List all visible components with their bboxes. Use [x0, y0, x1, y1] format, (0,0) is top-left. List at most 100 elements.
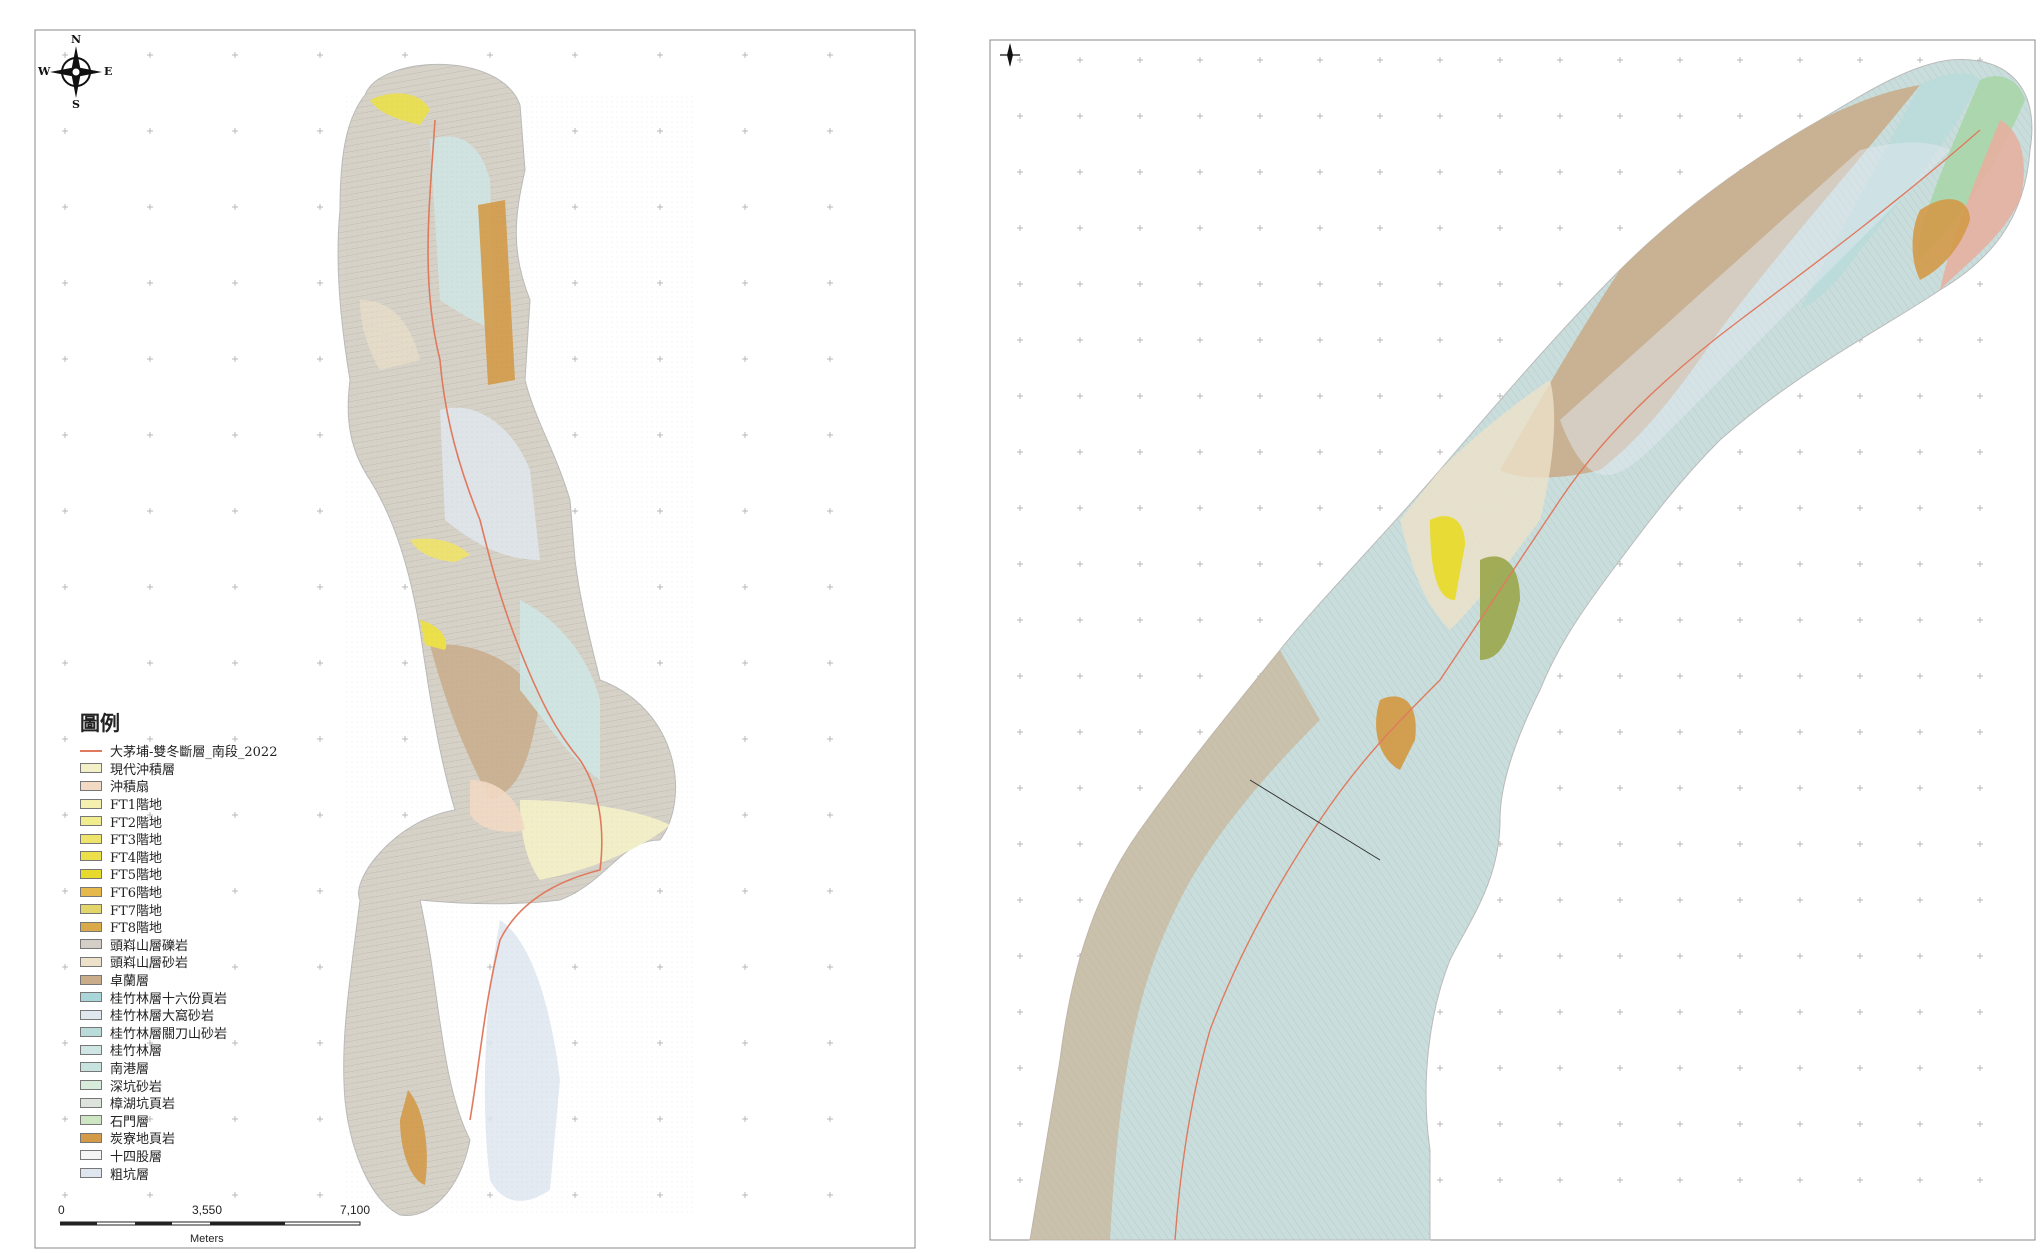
legend-label: 南港層	[110, 1061, 150, 1077]
legend-item: 卓蘭層	[80, 971, 410, 989]
legend-color-swatch	[80, 851, 102, 862]
legend-color-swatch	[80, 868, 102, 879]
legend-color-swatch	[80, 1097, 102, 1108]
olive-area	[1480, 556, 1520, 660]
compass-n-label: N	[71, 33, 82, 46]
legend-color-swatch	[80, 974, 102, 985]
legend-color-swatch	[80, 816, 102, 827]
legend-label: 沖積扇	[110, 780, 150, 796]
compass-s-label: S	[72, 98, 80, 111]
zhuolan-south-area	[1030, 650, 1320, 1240]
legend-items: 大茅埔-雙冬斷層_南段_2022 現代沖積層 沖積扇 FT1階地 FT2階地 FT3階地 F…	[80, 742, 410, 1183]
legend-color-swatch	[80, 1132, 102, 1143]
right-map-canvas	[989, 39, 2036, 1241]
legend-label: FT5階地	[110, 868, 162, 884]
scale-label-mid: 3,550	[192, 1203, 223, 1217]
compass-e-label: E	[104, 65, 113, 78]
terrace-yellow-area	[1430, 516, 1465, 600]
north-arrow-icon	[1000, 43, 1020, 67]
map-frame	[989, 39, 2036, 1241]
legend-color-swatch	[80, 1027, 102, 1038]
legend-label: FT3階地	[110, 833, 162, 849]
legend-color-swatch	[80, 1062, 102, 1073]
left-geologic-map: N S E W 圖例 大茅埔-雙冬斷層_南段_2022 現代沖積層 沖積扇 FT1階地…	[0, 0, 950, 1253]
map-frame	[34, 29, 916, 1249]
legend-item: FT8階地	[80, 918, 410, 936]
left-map-canvas	[34, 29, 916, 1249]
legend-item: 現代沖積層	[80, 760, 410, 778]
legend-label: 桂竹林層關刀山砂岩	[110, 1026, 228, 1042]
legend-label: 十四股層	[110, 1149, 163, 1165]
zhuolan-area	[1500, 85, 1920, 478]
legend-label: 深坑砂岩	[110, 1079, 163, 1095]
legend-color-swatch	[80, 1168, 102, 1179]
legend-item: 石門層	[80, 1111, 410, 1130]
compass-rose-icon	[50, 46, 102, 98]
legend-item: 桂竹林層關刀山砂岩	[80, 1024, 410, 1042]
tanliaodi-shale-area	[1912, 199, 1970, 280]
scale-label-0: 0	[58, 1203, 65, 1217]
legend-label: 樟湖坑頁岩	[110, 1097, 176, 1113]
fault-line	[1174, 129, 1981, 1241]
fault-line	[427, 119, 603, 1121]
legend-color-swatch	[80, 1044, 102, 1055]
legend-label: 桂竹林層	[110, 1044, 163, 1060]
legend-color-swatch	[80, 956, 102, 967]
scale-label-max: 7,100	[340, 1203, 371, 1217]
legend-item: FT3階地	[80, 830, 410, 848]
legend-item: 桂竹林層十六份頁岩	[80, 988, 410, 1007]
legend-label: FT8階地	[110, 921, 162, 937]
scale-units: Meters	[190, 1233, 224, 1245]
legend-item: FT4階地	[80, 848, 410, 866]
legend-color-swatch	[80, 1150, 102, 1161]
legend-item: 沖積扇	[80, 777, 410, 795]
right-geologic-map	[960, 0, 2040, 1253]
legend-color-swatch	[80, 904, 102, 915]
legend-label: FT1階地	[110, 798, 162, 814]
legend-item: FT5階地	[80, 865, 410, 883]
legend-label: 頭嵙山層砂岩	[110, 956, 189, 972]
legend-label: 石門層	[110, 1114, 150, 1130]
scale-bar-graphic	[60, 1221, 361, 1226]
legend-color-swatch	[80, 833, 102, 844]
legend-color-swatch	[80, 780, 102, 791]
geology-strip	[337, 63, 695, 1217]
legend-item: 頭嵙山層礫岩	[80, 936, 410, 954]
legend-color-swatch	[80, 1115, 102, 1126]
legend-color-swatch	[80, 921, 102, 932]
legend-item: 炭寮地頁岩	[80, 1129, 410, 1147]
legend-item: 南港層	[80, 1059, 410, 1077]
legend-item: 粗坑層	[80, 1164, 410, 1183]
legend-item: 深坑砂岩	[80, 1076, 410, 1095]
legend-label: 大茅埔-雙冬斷層_南段_2022	[110, 745, 278, 761]
legend-label: 卓蘭層	[110, 974, 150, 990]
legend-item: FT1階地	[80, 795, 410, 813]
legend-color-swatch	[80, 798, 102, 809]
map-legend: 圖例 大茅埔-雙冬斷層_南段_2022 現代沖積層沖積扇 FT1階地 FT2階地 FT3…	[80, 707, 410, 1183]
scale-bar: 0 3,550 7,100 Meters	[58, 1203, 380, 1251]
legend-label: 粗坑層	[110, 1167, 150, 1183]
legend-item: 樟湖坑頁岩	[80, 1094, 410, 1112]
legend-color-swatch	[80, 992, 102, 1003]
legend-label: 現代沖積層	[110, 762, 176, 778]
legend-color-swatch	[80, 1009, 102, 1020]
legend-item: FT7階地	[80, 900, 410, 919]
pink-area	[1940, 120, 2024, 290]
legend-item: 桂竹林層大窩砂岩	[80, 1006, 410, 1024]
legend-line-swatch	[80, 749, 102, 752]
legend-color-swatch	[80, 1080, 102, 1091]
legend-title: 圖例	[80, 711, 120, 735]
legend-item: 頭嵙山層砂岩	[80, 953, 410, 971]
section-line	[1249, 779, 1381, 861]
legend-item: 十四股層	[80, 1147, 410, 1165]
legend-label: FT4階地	[110, 850, 162, 866]
legend-item: FT2階地	[80, 812, 410, 831]
legend-label: 頭嵙山層礫岩	[110, 938, 189, 954]
legend-color-swatch	[80, 886, 102, 897]
legend-label: 桂竹林層十六份頁岩	[110, 991, 228, 1007]
geology-strip	[1029, 59, 2033, 1241]
legend-item: 大茅埔-雙冬斷層_南段_2022	[80, 742, 410, 760]
legend-label: FT6階地	[110, 886, 162, 902]
legend-color-swatch	[80, 939, 102, 950]
legend-label: 桂竹林層大窩砂岩	[110, 1009, 215, 1025]
